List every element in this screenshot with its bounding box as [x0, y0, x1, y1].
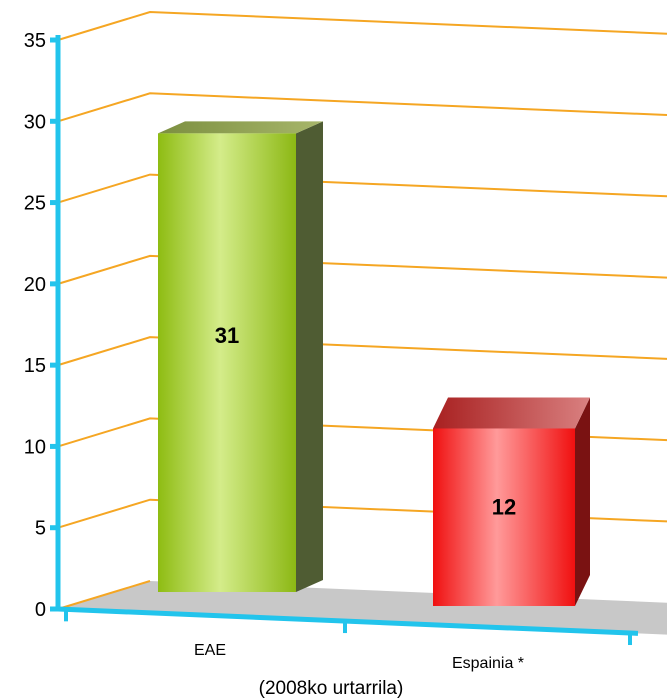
y-tick-label: 15 [24, 355, 46, 377]
chart-floor [58, 581, 667, 635]
data-label: 31 [215, 323, 239, 348]
bar-eae-top [158, 121, 323, 134]
chart-caption: (2008ko urtarrila) [259, 678, 404, 699]
data-label: 12 [492, 495, 516, 520]
bar-eae-side [296, 121, 323, 593]
y-tick-label: 5 [35, 518, 46, 540]
bar-espainia-side [575, 397, 590, 606]
x-axis-line [57, 606, 639, 636]
y-tick-label: 35 [24, 30, 46, 52]
gridline [57, 10, 667, 41]
bar-espainia-top [433, 397, 590, 429]
axes-layer [50, 35, 639, 646]
gridline [57, 92, 667, 123]
gridline [57, 580, 151, 610]
x-tick-label: EAE [194, 642, 226, 659]
y-tick-label: 0 [35, 599, 46, 621]
gridline [57, 254, 667, 285]
bar-eae [158, 121, 323, 593]
y-tick-label: 25 [24, 193, 46, 215]
bars-layer [158, 121, 590, 606]
bar-espainia-front [433, 428, 575, 606]
y-tick-label: 20 [24, 274, 46, 296]
bar-espainia [433, 397, 590, 606]
gridline [57, 336, 667, 367]
gridlines-layer [57, 10, 667, 610]
y-tick-label: 30 [24, 111, 46, 133]
bar-eae-front [158, 133, 296, 593]
chart-floor-layer [58, 581, 667, 635]
labels-layer: 0 5 10 15 20 25 30 35 31 EAE 12 Espainia * [24, 30, 524, 672]
y-tick-label: 10 [24, 436, 46, 458]
x-tick-label: Espainia * [452, 655, 524, 672]
gridline [57, 173, 667, 204]
